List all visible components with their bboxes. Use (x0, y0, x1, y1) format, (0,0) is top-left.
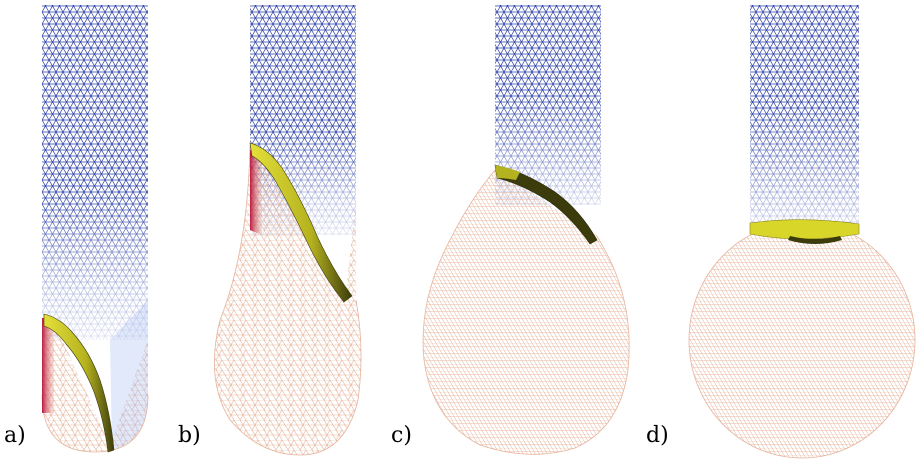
panel-a-tube (41, 5, 149, 453)
panel-c-tube (422, 5, 630, 455)
panel-label-a: a) (4, 423, 26, 448)
panel-label-d: d) (646, 423, 669, 448)
panel-label-c: c) (391, 423, 412, 448)
panel-label-b: b) (178, 423, 201, 448)
panel-d-tube (688, 5, 916, 459)
panel-b-tube (213, 5, 362, 456)
